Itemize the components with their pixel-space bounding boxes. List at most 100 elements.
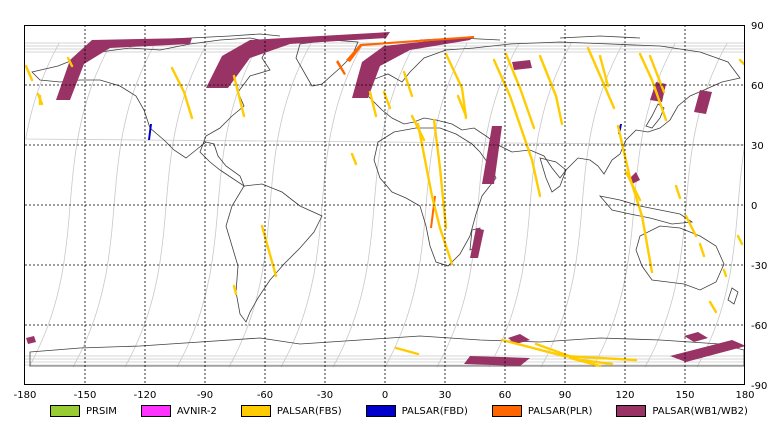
grid-lines — [25, 25, 745, 385]
swath — [684, 214, 698, 238]
legend-label: PALSAR(WB1/WB2) — [652, 405, 748, 417]
coast-japan — [645, 103, 665, 129]
y-tick-label: -30 — [751, 261, 767, 272]
swath — [538, 54, 564, 126]
swath — [416, 122, 454, 266]
coast-new-zealand — [727, 287, 739, 305]
swath — [402, 70, 414, 98]
x-tick-label: -150 — [74, 390, 97, 401]
swath — [598, 54, 610, 88]
x-tick-label: -120 — [134, 390, 157, 401]
y-tick-label: -60 — [751, 321, 767, 332]
x-tick-label: -90 — [197, 390, 213, 401]
swath — [232, 284, 238, 296]
swath — [630, 172, 640, 184]
legend-item: AVNIR-2 — [140, 405, 217, 417]
coast-antarctica — [29, 335, 745, 367]
swath — [568, 356, 602, 368]
legend-item: PRSIM — [50, 405, 117, 417]
y-tick-label: 0 — [751, 201, 757, 212]
x-tick-label: 180 — [735, 390, 754, 401]
legend-label: PRSIM — [86, 405, 117, 417]
swath — [352, 36, 474, 98]
legend-swatch — [616, 405, 647, 417]
legend-item: PALSAR(FBS) — [240, 405, 342, 417]
swath — [394, 346, 420, 356]
legend-swatch — [240, 405, 271, 417]
swath — [470, 228, 484, 258]
swath — [336, 60, 346, 75]
legend-swatch — [365, 405, 396, 417]
map-frame — [24, 25, 745, 385]
y-tick-label: 90 — [751, 21, 764, 32]
swath — [148, 124, 152, 140]
swath — [368, 90, 378, 118]
legend: PRSIM AVNIR-2 PALSAR(FBS) PALSAR(FBD) PALSAR… — [50, 402, 770, 420]
legend-label: PALSAR(FBS) — [276, 405, 342, 417]
coast-india — [539, 157, 567, 193]
swath — [586, 46, 616, 110]
swath — [482, 126, 502, 184]
observation-swaths — [24, 32, 746, 368]
legend-swatch — [491, 405, 522, 417]
x-tick-label: -30 — [317, 390, 333, 401]
swath — [492, 58, 542, 198]
swath — [638, 52, 668, 122]
swath — [736, 234, 744, 246]
coast-australia — [635, 225, 725, 291]
legend-item: PALSAR(PLR) — [491, 405, 593, 417]
legend-item: PALSAR(FBD) — [365, 405, 468, 417]
legend-swatch — [140, 405, 171, 417]
legend-label: PALSAR(FBD) — [401, 405, 468, 417]
coast-indonesia — [598, 195, 694, 225]
x-tick-label: -180 — [14, 390, 37, 401]
x-tick-label: 30 — [439, 390, 452, 401]
swath — [464, 356, 530, 366]
swath — [624, 170, 642, 202]
swath — [674, 184, 682, 200]
legend-item: PALSAR(WB1/WB2) — [616, 405, 748, 417]
coast-south-america — [225, 183, 323, 323]
y-tick-label: 60 — [751, 81, 764, 92]
legend-swatch — [50, 405, 80, 417]
swath — [698, 242, 706, 258]
x-tick-label: 150 — [675, 390, 694, 401]
swath — [504, 52, 536, 130]
swath — [648, 54, 666, 94]
x-tick-label: 0 — [382, 390, 388, 401]
swath — [56, 38, 192, 100]
y-tick-label: -90 — [751, 381, 767, 392]
legend-label: AVNIR-2 — [176, 405, 217, 417]
swath — [432, 118, 448, 230]
swath — [26, 336, 36, 344]
swath — [66, 56, 74, 68]
swath — [350, 152, 358, 166]
legend-label: PALSAR(PLR) — [527, 405, 593, 417]
x-tick-label: 120 — [615, 390, 634, 401]
swath — [694, 90, 712, 114]
coast-africa — [373, 127, 497, 267]
y-axis-labels: 90 60 30 0 -30 -60 -90 — [751, 21, 767, 392]
swath — [500, 338, 638, 362]
swath — [170, 66, 194, 120]
swath — [616, 124, 654, 274]
swath — [206, 32, 390, 88]
coast-greenland — [295, 39, 359, 87]
x-tick-label: 60 — [499, 390, 512, 401]
coastlines — [29, 33, 745, 367]
y-tick-label: 30 — [751, 141, 764, 152]
x-axis-labels: -180 -150 -120 -90 -60 -30 0 30 60 90 120 150 180 — [14, 390, 755, 401]
swath — [508, 334, 530, 344]
x-tick-label: 90 — [559, 390, 572, 401]
swath — [456, 94, 468, 118]
swath — [684, 332, 708, 342]
coast-north-america — [31, 37, 271, 188]
swath — [722, 268, 728, 278]
x-tick-label: -60 — [257, 390, 273, 401]
swath — [232, 74, 246, 118]
swath — [444, 52, 468, 120]
swath — [670, 340, 746, 362]
swath — [708, 300, 718, 314]
